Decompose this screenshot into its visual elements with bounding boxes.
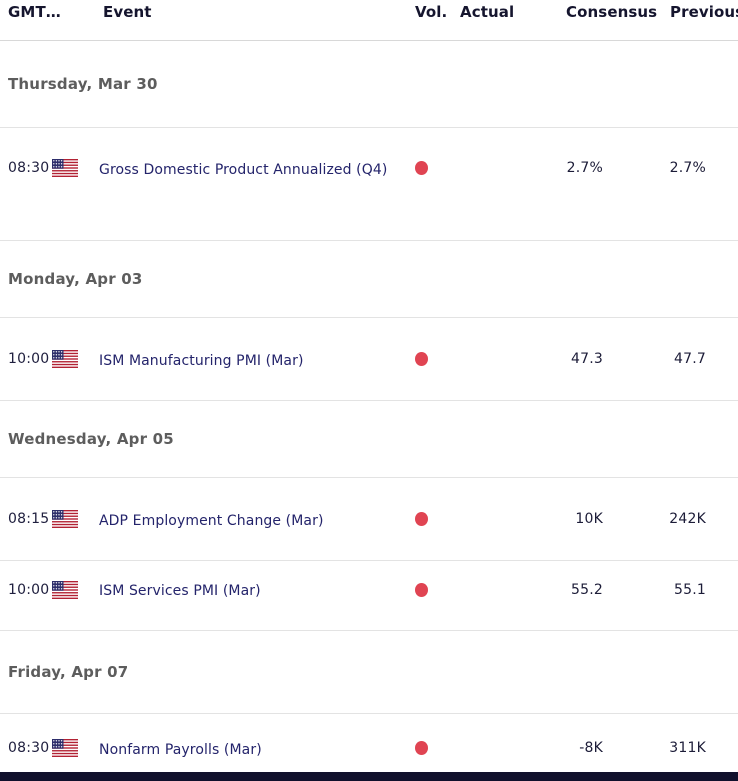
us-flag-icon [52, 350, 99, 368]
date-section-row: Monday, Apr 03 [0, 241, 738, 318]
event-previous-value: 2.7% [669, 160, 706, 176]
us-flag-icon [52, 510, 99, 528]
event-name-cell: Gross Domestic Product Annualized (Q4) [99, 159, 396, 178]
calendar-body: Thursday, Mar 30 08:30 Gross Domestic Prod… [0, 41, 738, 773]
event-name-cell: ISM Services PMI (Mar) [99, 580, 396, 599]
date-section-row: Wednesday, Apr 05 [0, 401, 738, 478]
event-consensus-value: -8K [579, 740, 603, 756]
event-link[interactable]: ADP Employment Change (Mar) [99, 512, 324, 529]
date-section-row: Friday, Apr 07 [0, 631, 738, 714]
volatility-cell [396, 741, 446, 755]
table-header-row: GMT… Event Vol. Actual Consensus Previou… [0, 0, 738, 41]
event-name-cell: Nonfarm Payrolls (Mar) [99, 739, 396, 758]
event-time: 08:15 [8, 511, 50, 527]
section-date-label: Thursday, Mar 30 [8, 75, 158, 93]
event-previous-value: 47.7 [674, 351, 706, 367]
us-flag-icon [52, 580, 99, 599]
event-previous-value: 311K [669, 740, 706, 756]
high-volatility-dot-icon [414, 352, 428, 366]
high-volatility-dot-icon [414, 161, 428, 175]
section-date-label: Wednesday, Apr 05 [8, 430, 174, 448]
event-link[interactable]: ISM Services PMI (Mar) [99, 583, 261, 599]
us-flag-icon [52, 739, 99, 757]
event-row[interactable]: 08:15 ADP Employment Change (Mar) 10K 242K [0, 478, 738, 561]
event-row[interactable]: 10:00 ISM Services PMI (Mar) 55.2 55.1 [0, 561, 738, 631]
high-volatility-dot-icon [414, 741, 428, 755]
volatility-cell [396, 512, 446, 526]
volatility-cell [396, 352, 446, 366]
event-time: 10:00 [8, 351, 50, 367]
high-volatility-dot-icon [414, 582, 428, 597]
date-section-row: Thursday, Mar 30 [0, 41, 738, 128]
us-flag-icon [52, 159, 99, 177]
event-time: 08:30 [8, 740, 50, 756]
event-row[interactable]: 08:30 Nonfarm Payrolls (Mar) -8K 311K [0, 714, 738, 773]
event-previous-value: 55.1 [674, 581, 706, 598]
column-header-consensus: Consensus [566, 3, 658, 21]
event-row[interactable]: 08:30 Gross Domestic Product Annualized (… [0, 128, 738, 241]
footer-dark-bar [0, 772, 738, 781]
section-date-label: Friday, Apr 07 [8, 663, 129, 681]
volatility-cell [396, 582, 446, 597]
event-link[interactable]: Nonfarm Payrolls (Mar) [99, 741, 262, 758]
event-consensus-value: 2.7% [566, 160, 603, 176]
event-name-cell: ISM Manufacturing PMI (Mar) [99, 350, 396, 369]
column-header-actual: Actual [460, 3, 515, 21]
event-row[interactable]: 10:00 ISM Manufacturing PMI (Mar) 47.3 47.7 [0, 318, 738, 401]
column-header-previous: Previous [670, 3, 738, 21]
column-header-gmt-timezone[interactable]: GMT… [8, 3, 61, 21]
section-date-label: Monday, Apr 03 [8, 270, 143, 288]
event-time: 08:30 [8, 160, 50, 176]
event-name-cell: ADP Employment Change (Mar) [99, 510, 396, 529]
column-header-volatility: Vol. [415, 3, 448, 21]
event-consensus-value: 55.2 [571, 581, 603, 598]
event-link[interactable]: ISM Manufacturing PMI (Mar) [99, 352, 304, 369]
column-header-event: Event [103, 3, 152, 21]
event-consensus-value: 10K [575, 511, 603, 527]
volatility-cell [396, 161, 446, 175]
high-volatility-dot-icon [414, 512, 428, 526]
event-time: 10:00 [8, 581, 50, 598]
event-previous-value: 242K [669, 511, 706, 527]
event-consensus-value: 47.3 [571, 351, 603, 367]
event-link[interactable]: Gross Domestic Product Annualized (Q4) [99, 161, 388, 178]
